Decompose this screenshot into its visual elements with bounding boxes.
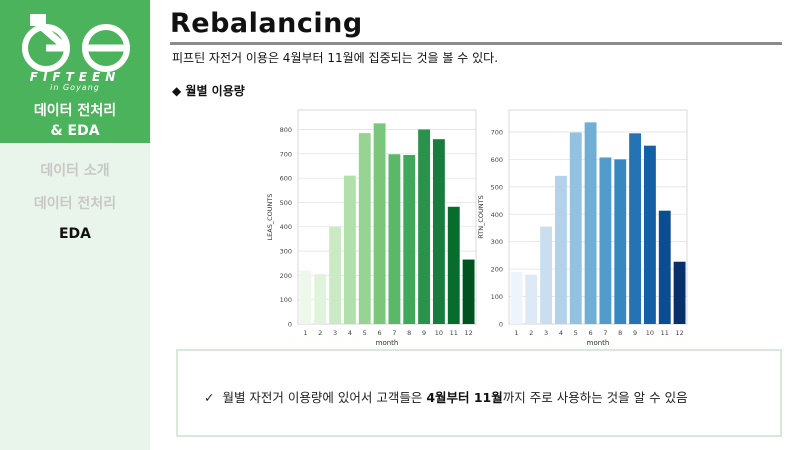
x-tick-label: 12	[675, 329, 683, 337]
summary-text-bold: 4월부터 11월	[426, 390, 503, 405]
x-tick-label: 9	[633, 329, 637, 337]
x-tick-label: 5	[574, 329, 578, 337]
x-axis-label: month	[587, 339, 610, 347]
x-tick-label: 7	[603, 329, 607, 337]
bar-month-6	[584, 122, 597, 324]
bar-month-1	[510, 271, 523, 324]
x-tick-label: 10	[435, 329, 443, 337]
brand-subtitle: in Goyang	[50, 83, 100, 92]
summary-callout: ✓ 월별 자전거 이용량에 있어서 고객들은 4월부터 11월까지 주로 사용하…	[176, 349, 782, 437]
section-heading: ◆ 월별 이용량	[172, 84, 245, 98]
plot-frame	[508, 109, 688, 325]
sidebar-header: FIFTEEN in Goyang 데이터 전처리 & EDA	[0, 0, 150, 143]
x-tick-label: 11	[661, 329, 669, 337]
x-tick-label: 11	[450, 329, 458, 337]
bar-month-7	[388, 154, 401, 324]
sidebar-nav	[0, 143, 150, 450]
bar-month-6	[373, 123, 386, 324]
y-axis-label: RTN_COUNTS	[477, 195, 485, 239]
bar-month-3	[329, 226, 342, 324]
y-tick-label: 300	[491, 238, 503, 246]
y-tick-label: 400	[491, 211, 503, 219]
bar-month-8	[614, 159, 627, 324]
y-tick-label: 600	[491, 156, 503, 164]
y-tick-label: 500	[280, 199, 292, 207]
x-tick-label: 4	[348, 329, 352, 337]
y-tick-label: 0	[288, 321, 292, 329]
x-tick-label: 2	[529, 329, 533, 337]
bar-month-12	[462, 259, 475, 324]
y-tick-label: 800	[280, 126, 292, 134]
x-tick-label: 5	[363, 329, 367, 337]
x-tick-label: 6	[589, 329, 593, 337]
y-tick-label: 200	[280, 272, 292, 280]
x-tick-label: 3	[544, 329, 548, 337]
x-tick-label: 12	[464, 329, 472, 337]
bar-month-2	[525, 274, 538, 324]
summary-text-after: 까지 주로 사용하는 것을 알 수 있음	[502, 390, 688, 405]
y-tick-label: 400	[280, 223, 292, 231]
nav-item-preprocessing[interactable]: 데이터 전처리	[33, 196, 117, 212]
brand-name: FIFTEEN	[29, 70, 121, 84]
y-tick-label: 600	[280, 175, 292, 183]
section-title-line2: & EDA	[50, 123, 100, 139]
bar-month-7	[599, 157, 612, 324]
section-title: 데이터 전처리 & EDA	[0, 101, 150, 141]
bar-month-1	[299, 270, 312, 324]
nav-item-data-intro[interactable]: 데이터 소개	[40, 163, 110, 179]
y-tick-label: 700	[280, 150, 292, 158]
summary-text-before: 월별 자전거 이용량에 있어서 고객들은	[222, 390, 427, 405]
bar-month-11	[447, 206, 460, 324]
plot-frame	[297, 109, 477, 325]
x-tick-label: 6	[378, 329, 382, 337]
y-tick-label: 700	[491, 128, 503, 136]
x-tick-label: 10	[646, 329, 654, 337]
page-subtitle: 피프틴 자전거 이용은 4월부터 11월에 집중되는 것을 볼 수 있다.	[172, 51, 499, 65]
bar-month-8	[403, 154, 416, 324]
x-tick-label: 9	[422, 329, 426, 337]
y-tick-label: 100	[491, 293, 503, 301]
x-tick-label: 2	[318, 329, 322, 337]
nav-item-eda[interactable]: EDA	[58, 226, 92, 242]
x-tick-label: 4	[559, 329, 563, 337]
y-tick-label: 0	[499, 321, 503, 329]
bar-month-9	[418, 129, 431, 324]
check-icon: ✓	[204, 390, 215, 405]
title-divider	[170, 42, 782, 45]
page-title: Rebalancing	[170, 8, 363, 39]
y-axis-label: LEAS_COUNTS	[266, 194, 274, 241]
y-tick-label: 300	[280, 248, 292, 256]
x-tick-label: 8	[618, 329, 622, 337]
x-tick-label: 8	[407, 329, 411, 337]
x-tick-label: 3	[333, 329, 337, 337]
y-tick-label: 500	[491, 183, 503, 191]
bicycle-logo-icon	[22, 14, 130, 72]
summary-text: ✓ 월별 자전거 이용량에 있어서 고객들은 4월부터 11월까지 주로 사용하…	[204, 387, 688, 406]
x-tick-label: 1	[514, 329, 518, 337]
bar-month-9	[629, 133, 642, 324]
bar-month-2	[314, 274, 327, 324]
x-axis-label: month	[376, 339, 399, 347]
bar-month-11	[658, 210, 671, 324]
bar-month-3	[540, 226, 553, 324]
y-tick-label: 100	[280, 296, 292, 304]
bar-month-10	[643, 145, 656, 324]
section-title-line1: 데이터 전처리	[33, 103, 117, 119]
bar-month-10	[432, 139, 445, 324]
bar-month-4	[343, 175, 356, 324]
bar-month-12	[673, 261, 686, 324]
y-tick-label: 200	[491, 266, 503, 274]
x-tick-label: 7	[392, 329, 396, 337]
bar-month-5	[358, 133, 371, 324]
bar-month-4	[554, 175, 567, 324]
bar-month-5	[569, 132, 582, 324]
x-tick-label: 1	[303, 329, 307, 337]
